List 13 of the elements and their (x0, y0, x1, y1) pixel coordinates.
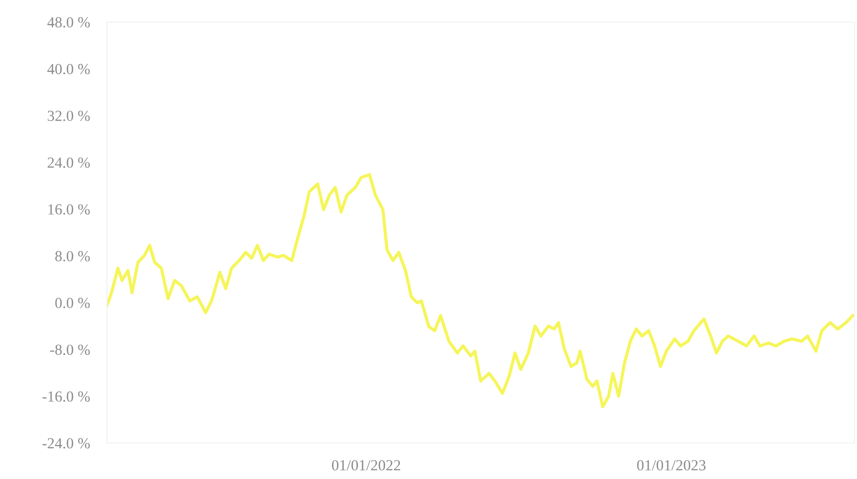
y-tick-label: 48.0 % (47, 17, 90, 28)
y-tick-label: 0.0 % (55, 298, 90, 308)
x-tick-label: 01/01/2022 (332, 460, 400, 470)
y-tick-label: 8.0 % (55, 251, 90, 262)
y-tick-label: 24.0 % (48, 157, 90, 168)
y-tick-label: 40.0 % (47, 64, 90, 74)
y-tick-label: -8.0 % (50, 344, 90, 355)
y-tick-label: -16.0 % (42, 391, 90, 402)
x-tick-label: 01/01/2023 (637, 460, 706, 470)
line-series (107, 173, 854, 408)
y-tick-label: -24.0 % (42, 438, 90, 449)
y-tick-label: 16.0 % (48, 204, 90, 215)
y-tick-label: 32.0 % (48, 110, 90, 122)
